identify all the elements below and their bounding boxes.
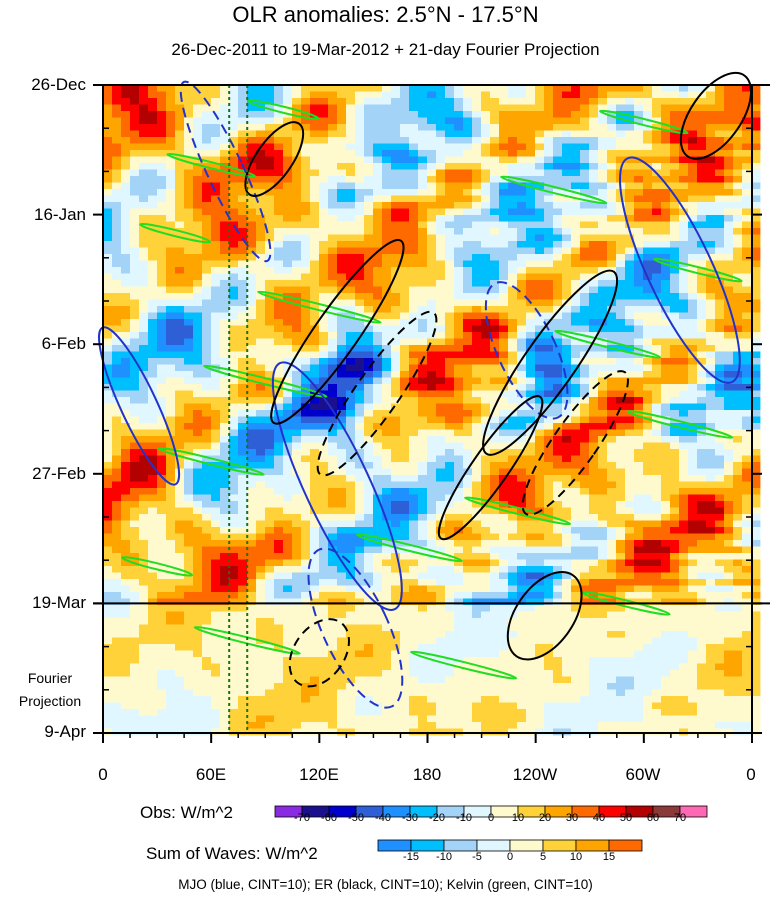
contour-legend: MJO (blue, CINT=10); ER (black, CINT=10)… [178,877,593,892]
waves-colorbar-tick-label: -10 [436,851,452,863]
kelvin-contour [257,290,382,324]
er-contour [506,571,583,661]
waves-colorbar-tick-label: 0 [506,851,514,863]
obs-colorbar-tick-label: -50 [348,812,364,824]
waves-colorbar-title: Sum of Waves: W/m^2 [146,844,318,863]
er-contour [679,71,753,160]
y-tick-label: 19-Mar [32,593,86,612]
waves-colorbar-box [542,839,577,852]
waves-colorbar-box [410,839,445,852]
mjo-contour [619,156,741,384]
kelvin-contour [626,410,734,439]
kelvin-contour [500,175,608,205]
waves-colorbar-tick-label: 15 [602,851,616,863]
kelvin-contour [464,496,572,526]
obs-colorbar-box [679,805,708,818]
chart-subtitle: 26-Dec-2011 to 19-Mar-2012 + 21-day Four… [171,40,600,59]
kelvin-contour [599,109,689,135]
er-contour [482,269,619,456]
y-tick-label: 9-Apr [44,722,86,741]
obs-colorbar-tick-label: 10 [511,812,525,824]
x-tick-label: 60E [195,765,227,784]
obs-colorbar-tick-label: 70 [673,812,687,824]
kelvin-contour [653,257,743,283]
obs-colorbar-tick-label: -30 [402,812,418,824]
waves-colorbar-box [443,839,478,852]
waves-colorbar-tick-label: -5 [472,851,482,863]
obs-colorbar-tick-label: 30 [565,812,579,824]
y-tick-label: 16-Jan [34,205,86,224]
kelvin-contour [166,152,256,178]
mjo-contour [484,281,569,420]
kelvin-contour [410,650,518,680]
waves-colorbar-box [608,839,643,852]
obs-colorbar-tick-label: 50 [619,812,633,824]
olr-field [103,85,761,736]
er-contour [244,121,305,197]
mjo-contour [179,80,272,263]
kelvin-contour [139,222,212,244]
er-contour [288,618,350,688]
x-tick-label: 60W [625,765,661,784]
chart-title: OLR anomalies: 2.5°N - 17.5°N [232,2,539,27]
er-contour [316,310,438,477]
obs-colorbar-tick-label: -20 [429,812,445,824]
projection-label-line1: Fourier [27,670,73,686]
y-tick-label: 6-Feb [41,334,86,353]
er-contour [521,370,629,516]
x-tick-label: 0 [98,765,108,784]
kelvin-contour [203,364,328,398]
kelvin-contour [355,533,463,563]
x-tick-label: 180 [412,765,442,784]
waves-colorbar-tick-label: -15 [403,851,419,863]
obs-colorbar-title: Obs: W/m^2 [140,803,233,822]
er-contour [437,395,544,541]
x-tick-label: 0 [746,765,756,784]
projection-label-line2: Projection [18,693,82,709]
x-tick-label: 120E [299,765,339,784]
mjo-contour [307,547,404,709]
obs-colorbar-tick-label: 60 [646,812,660,824]
y-tick-label: 26-Dec [31,75,86,94]
kelvin-contour [247,99,320,120]
waves-colorbar-tick-label: 5 [539,851,547,863]
obs-colorbar-tick-label: -60 [321,812,337,824]
kelvin-contour [554,329,662,359]
kelvin-contour [121,556,194,577]
obs-colorbar-tick-label: -70 [294,812,310,824]
obs-colorbar-tick-label: 0 [487,812,495,824]
obs-colorbar-tick-label: -40 [375,812,391,824]
obs-colorbar-tick-label: 20 [538,812,552,824]
obs-colorbar-tick-label: -10 [456,812,472,824]
x-tick-label: 120W [512,765,558,784]
waves-colorbar-tick-label: 10 [569,851,583,863]
waves-colorbar-box [377,839,412,852]
waves-colorbar-box [575,839,610,852]
obs-colorbar-tick-label: 40 [592,812,606,824]
waves-colorbar-box [509,839,544,852]
er-contour [270,239,405,425]
waves-colorbar-box [476,839,511,852]
mjo-contour [271,361,403,611]
y-tick-label: 27-Feb [32,464,86,483]
kelvin-contour [157,447,265,476]
